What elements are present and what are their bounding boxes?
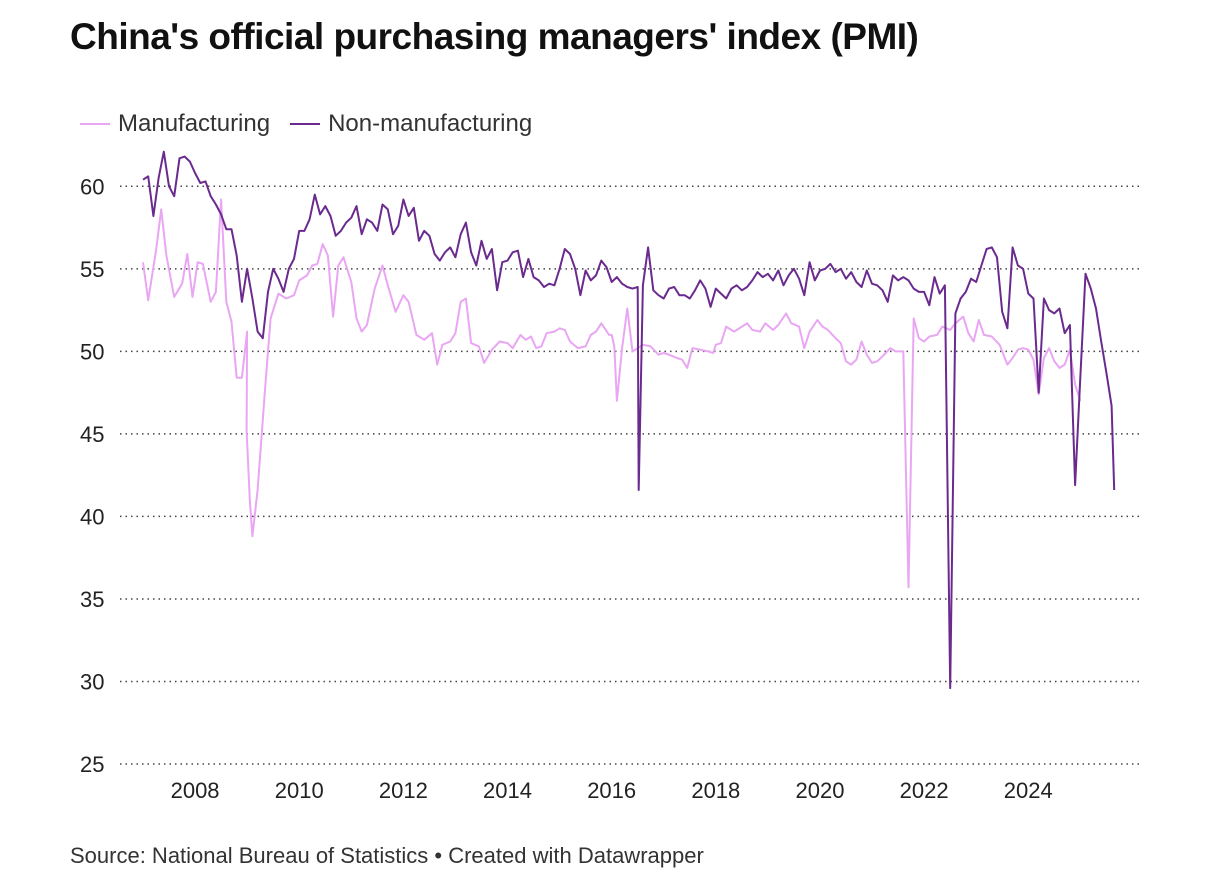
x-tick-label-2018: 2018 xyxy=(691,778,740,803)
x-tick-label-2014: 2014 xyxy=(483,778,532,803)
y-tick-label-55: 55 xyxy=(80,257,104,282)
source-note: Source: National Bureau of Statistics • … xyxy=(70,843,704,868)
x-tick-label-2022: 2022 xyxy=(900,778,949,803)
x-tick-label-2020: 2020 xyxy=(795,778,844,803)
x-tick-label-2010: 2010 xyxy=(275,778,324,803)
legend-swatch-manufacturing xyxy=(80,123,110,125)
x-axis: 2008 2010 2012 2014 2016 2018 2020 2022 2024 xyxy=(171,778,1053,803)
y-tick-label-35: 35 xyxy=(80,587,104,612)
legend-label-manufacturing: Manufacturing xyxy=(118,110,271,137)
y-tick-label-40: 40 xyxy=(80,504,104,529)
chart-title: China's official purchasing managers' in… xyxy=(70,16,919,57)
series-lines xyxy=(142,150,1116,690)
y-tick-label-30: 30 xyxy=(80,669,104,694)
series-line-manufacturing xyxy=(142,198,1082,589)
legend-swatch-non-manufacturing xyxy=(290,123,321,125)
series-line-non-manufacturing xyxy=(142,150,1116,690)
x-tick-label-2016: 2016 xyxy=(587,778,636,803)
y-tick-label-45: 45 xyxy=(80,422,104,447)
legend-item-manufacturing: Manufacturing xyxy=(80,110,270,138)
legend-item-non-manufacturing: Non-manufacturing xyxy=(290,110,532,138)
y-axis: 25 30 35 40 45 50 55 60 xyxy=(80,174,104,777)
x-tick-label-2012: 2012 xyxy=(379,778,428,803)
y-tick-label-25: 25 xyxy=(80,752,104,777)
legend: Manufacturing Non-manufacturing xyxy=(80,110,552,138)
y-tick-label-60: 60 xyxy=(80,174,104,199)
legend-label-non-manufacturing: Non-manufacturing xyxy=(328,110,533,137)
x-tick-label-2024: 2024 xyxy=(1004,778,1053,803)
y-tick-label-50: 50 xyxy=(80,339,104,364)
x-tick-label-2008: 2008 xyxy=(171,778,220,803)
